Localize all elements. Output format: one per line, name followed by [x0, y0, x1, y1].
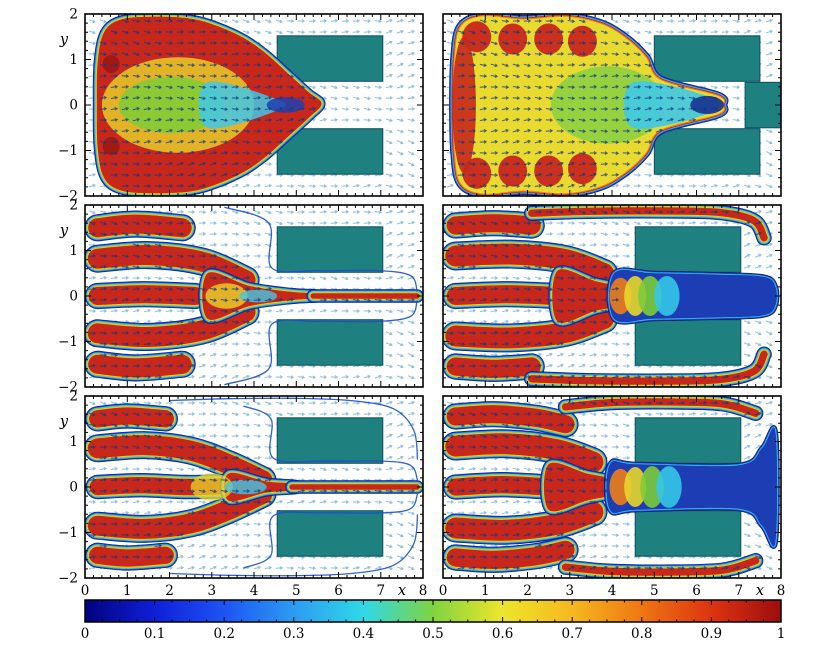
x-tick-label: 6	[334, 583, 343, 599]
interface-blobs	[449, 14, 729, 196]
y-axis-title: y	[59, 414, 69, 430]
quiver-field-dark	[99, 19, 317, 188]
colorbar-tick-label: 0.7	[561, 626, 582, 642]
obstacle-rect	[276, 226, 384, 273]
y-tick-label: 2	[69, 389, 78, 405]
axis-ticks	[84, 13, 424, 197]
colorbar-tick-label: 0	[81, 626, 90, 642]
obstacle-rect	[634, 417, 742, 464]
x-tick-label: 2	[165, 583, 174, 599]
axis-ticks	[84, 204, 424, 388]
x-tick-label: 7	[377, 583, 386, 599]
quiver-field-dark	[88, 221, 416, 379]
interface-contour	[243, 405, 419, 481]
obstacle-rect	[653, 128, 761, 175]
axis-ticks	[442, 395, 782, 579]
obstacle-rect	[634, 226, 742, 273]
obstacle-rect	[634, 510, 742, 557]
x-tick-label: 4	[608, 583, 617, 599]
x-tick-label: 2	[523, 583, 532, 599]
y-tick-label: −2	[58, 571, 78, 587]
y-tick-label: 1	[69, 52, 78, 68]
obstacle-rect	[276, 319, 384, 366]
y-tick-label: −1	[58, 143, 78, 159]
x-tick-label: 5	[292, 583, 301, 599]
panel-bottom-right	[442, 395, 782, 579]
axis-ticks	[84, 395, 424, 579]
x-axis-title: x	[756, 583, 764, 599]
y-tick-label: −1	[58, 525, 78, 541]
quiver-field-dark	[88, 412, 416, 559]
interface-blobs	[85, 210, 423, 382]
obstacle-rect	[653, 35, 761, 82]
obstacle-rect	[634, 319, 742, 366]
x-tick-label: 5	[650, 583, 659, 599]
colorbar-tick-label: 0.1	[144, 626, 165, 642]
x-tick-label: 1	[481, 583, 490, 599]
obstacle-blocks	[276, 226, 384, 366]
x-tick-label: 1	[123, 583, 132, 599]
y-tick-label: 0	[69, 480, 78, 496]
y-tick-label: 2	[69, 7, 78, 23]
x-tick-label: 0	[439, 583, 448, 599]
obstacle-rect	[276, 35, 384, 82]
y-axis-title: y	[59, 223, 69, 239]
obstacle-blocks	[276, 35, 384, 175]
y-tick-label: 0	[69, 289, 78, 305]
colorbar-tick-label: 0.9	[701, 626, 722, 642]
x-tick-label: 3	[208, 583, 217, 599]
colorbar-tick-label: 0.6	[492, 626, 513, 642]
panel-bottom-left	[84, 395, 424, 579]
x-tick-label: 3	[566, 583, 575, 599]
axis-ticks	[442, 13, 782, 197]
quiver-field-dark	[457, 19, 718, 188]
obstacle-blocks	[634, 226, 742, 366]
colorbar-tick-label: 1	[777, 626, 786, 642]
colorbar-tick-label: 0.3	[283, 626, 304, 642]
y-tick-label: −2	[58, 380, 78, 396]
colorbar-tick-label: 0.5	[422, 626, 443, 642]
interface-contour	[224, 206, 418, 292]
panel-top-left	[84, 13, 424, 197]
x-tick-label: 8	[777, 583, 786, 599]
obstacle-rect	[276, 417, 384, 464]
colorbar-tick-label: 0.4	[353, 626, 374, 642]
obstacle-blocks	[276, 417, 384, 557]
y-tick-label: 1	[69, 243, 78, 259]
y-tick-label: −1	[58, 334, 78, 350]
y-tick-label: 2	[69, 198, 78, 214]
colorbar: 0 0.1 0.2 0.3 0.4 0.5 0.6 0.7 0.8 0.9 1	[81, 599, 786, 642]
panel-mid-left	[84, 204, 424, 388]
obstacle-blocks	[634, 417, 742, 557]
y-tick-label: 0	[69, 98, 78, 114]
colorbar-ticks	[84, 600, 782, 622]
colorbar-tick-label: 0.8	[631, 626, 652, 642]
interface-blobs	[443, 396, 780, 578]
obstacle-rect	[276, 510, 384, 557]
quiver-field-dark	[446, 400, 762, 571]
x-axis-title: x	[398, 583, 406, 599]
interface-blobs	[92, 14, 326, 196]
x-tick-label: 4	[250, 583, 259, 599]
y-axis-title: y	[59, 32, 69, 48]
colorbar-tick-label: 0.2	[213, 626, 234, 642]
obstacle-blocks	[653, 35, 781, 175]
panel-top-right	[442, 13, 782, 197]
x-tick-label: 7	[735, 583, 744, 599]
x-tick-label: 0	[81, 583, 90, 599]
quiver-field-dark	[446, 209, 762, 380]
axis-ticks	[442, 204, 782, 388]
y-tick-label: −2	[58, 189, 78, 205]
y-tick-label: 1	[69, 434, 78, 450]
x-tick-label: 6	[692, 583, 701, 599]
interface-contour	[243, 493, 419, 569]
interface-contour	[224, 300, 418, 386]
x-tick-label: 8	[419, 583, 428, 599]
panel-mid-right	[442, 204, 782, 388]
